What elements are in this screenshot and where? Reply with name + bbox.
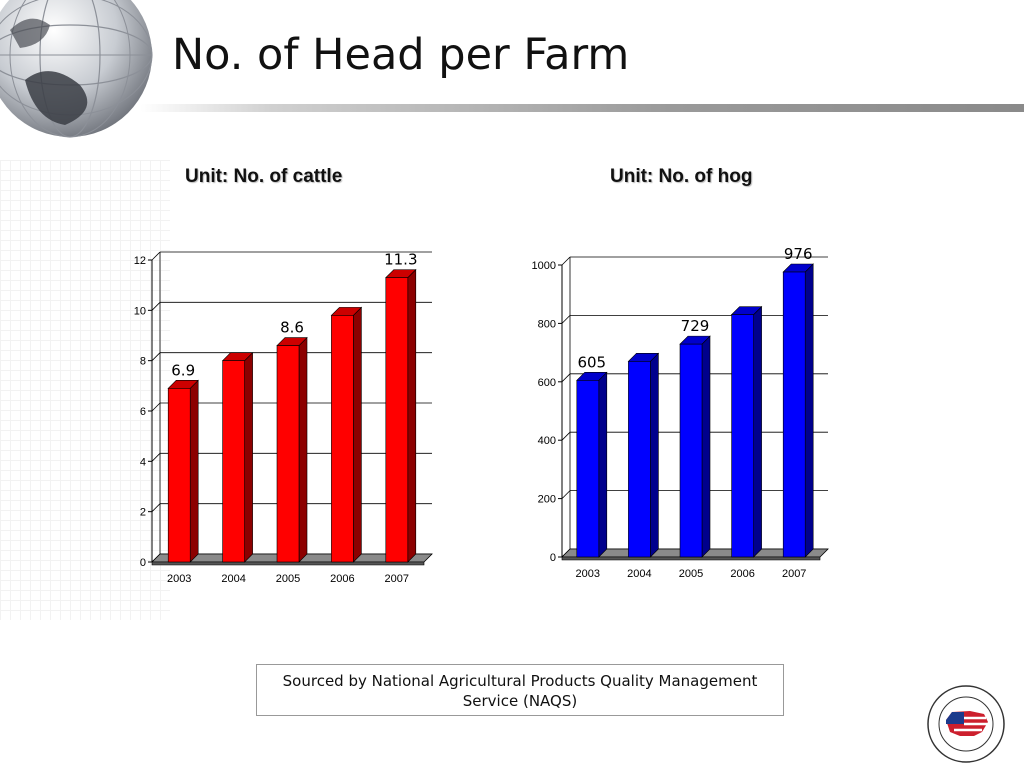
cattle-y-tick-label: 12 xyxy=(134,255,146,267)
hog-gridline-diagonal xyxy=(561,256,571,266)
hog-y-tick-label: 0 xyxy=(550,552,556,564)
cattle-chart-title: Unit: No. of cattle xyxy=(185,166,343,187)
hog-gridline-diagonal xyxy=(561,315,571,324)
title-underline-rule xyxy=(140,104,1024,112)
hog-y-tick-label: 600 xyxy=(538,377,556,389)
cattle-x-tick-label: 2004 xyxy=(221,573,245,585)
cattle-y-tick-label: 2 xyxy=(140,507,146,519)
cattle-bar-chart: 0 2 4 6 8 10 12 2003 6.9 2004 2005 8.6 2006 2007 11.3 xyxy=(134,251,433,585)
cattle-gridline-diagonal xyxy=(151,453,161,462)
cattle-bar xyxy=(221,351,254,563)
cattle-bar xyxy=(167,379,199,563)
hog-x-tick-label: 2007 xyxy=(782,568,806,580)
cattle-bar xyxy=(330,306,363,563)
cattle-y-tick-label: 6 xyxy=(140,406,146,418)
hog-y-tick-label: 400 xyxy=(538,435,556,447)
hog-data-label: 729 xyxy=(681,317,710,335)
cattle-y-tick-label: 4 xyxy=(140,456,146,468)
hog-bar-side xyxy=(753,305,762,558)
cattle-y-tick-label: 0 xyxy=(140,557,146,569)
cattle-bar-front xyxy=(331,315,354,563)
hog-bar-side xyxy=(598,371,608,558)
hog-bar-side xyxy=(650,352,659,558)
page-title: No. of Head per Farm xyxy=(172,30,630,80)
background-grid-pattern xyxy=(0,160,170,620)
cattle-gridline-diagonal xyxy=(151,503,161,512)
cattle-bar-side xyxy=(353,306,362,563)
cattle-bar-front xyxy=(222,360,245,563)
hog-x-tick-label: 2005 xyxy=(679,568,703,580)
hog-chart-title: Unit: No. of hog xyxy=(610,166,753,187)
hog-gridline-diagonal xyxy=(561,373,571,383)
hog-data-label: 605 xyxy=(577,353,606,371)
hog-data-label: 976 xyxy=(784,245,813,263)
cattle-floor-front xyxy=(151,561,425,566)
hog-gridline-diagonal xyxy=(561,431,571,441)
globe-icon xyxy=(0,0,160,150)
cattle-x-tick-label: 2005 xyxy=(276,573,300,585)
hog-bar-front xyxy=(628,361,651,558)
cattle-bar-side xyxy=(189,379,199,563)
cattle-bar-front xyxy=(276,345,300,563)
hog-bar-side xyxy=(804,263,814,558)
cattle-bar xyxy=(276,336,308,563)
hog-bar xyxy=(730,305,763,558)
cattle-bar-front xyxy=(167,388,191,563)
cattle-gridline-diagonal xyxy=(151,352,161,361)
source-note: Sourced by National Agricultural Product… xyxy=(256,664,784,716)
hog-x-tick-label: 2004 xyxy=(627,568,651,580)
cattle-bar xyxy=(385,268,417,563)
hog-bar-chart: 0 200 400 600 800 1000 2003 605 2004 2005 729 2006 2… xyxy=(532,245,829,580)
cattle-x-tick-label: 2007 xyxy=(385,573,409,585)
hog-bar xyxy=(782,263,814,558)
cattle-bar-front xyxy=(385,277,409,563)
hog-floor-front xyxy=(561,556,821,561)
hog-bar-front xyxy=(576,380,600,558)
cattle-gridline-diagonal xyxy=(151,402,161,412)
hog-x-tick-label: 2003 xyxy=(576,568,600,580)
usmef-logo xyxy=(918,684,1014,764)
hog-bar-front xyxy=(731,314,754,558)
cattle-y-tick-label: 8 xyxy=(140,356,146,368)
cattle-gridline-diagonal xyxy=(151,251,161,261)
cattle-data-label: 11.3 xyxy=(384,251,417,269)
cattle-gridline-diagonal xyxy=(151,302,161,311)
hog-bar xyxy=(627,352,660,558)
hog-bar-side xyxy=(701,335,711,558)
hog-bar-front xyxy=(679,343,703,558)
hog-gridline-diagonal xyxy=(561,490,571,499)
hog-bar xyxy=(679,335,711,558)
hog-y-tick-label: 200 xyxy=(538,494,556,506)
cattle-bar-side xyxy=(407,268,417,563)
hog-y-tick-label: 1000 xyxy=(532,260,556,272)
cattle-data-label: 8.6 xyxy=(280,319,304,337)
hog-x-tick-label: 2006 xyxy=(730,568,754,580)
hog-bar xyxy=(576,371,608,558)
cattle-x-tick-label: 2003 xyxy=(167,573,191,585)
hog-y-tick-label: 800 xyxy=(538,318,556,330)
cattle-y-tick-label: 10 xyxy=(134,305,146,317)
cattle-data-label: 6.9 xyxy=(171,361,195,379)
cattle-x-tick-label: 2006 xyxy=(330,573,354,585)
hog-bar-front xyxy=(782,271,806,558)
cattle-bar-side xyxy=(244,351,253,563)
cattle-bar-side xyxy=(298,336,308,563)
